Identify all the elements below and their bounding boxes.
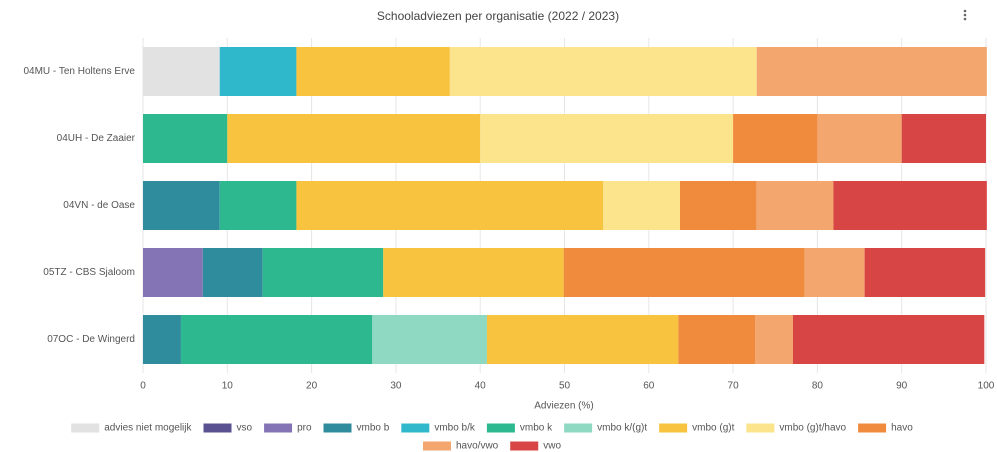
x-tick-label: 30 [390,381,402,392]
bar-segment [372,315,487,364]
bar-segment [678,315,756,364]
bar-segment [755,315,793,364]
bar-segment [143,181,220,230]
x-tick-label: 60 [643,381,655,392]
menu-dot[interactable] [963,17,967,21]
bar-segment [449,47,757,96]
bar-segment [733,114,818,163]
x-tick-label: 50 [559,381,571,392]
y-tick-label: 04UH - De Zaaier [57,133,136,144]
bar-segment [143,114,228,163]
bar-segment [804,248,865,297]
legend-label: havo [891,423,913,434]
bar-segment [143,315,181,364]
bar-segment [143,248,203,297]
bar-segment [792,315,985,364]
legend-swatch [746,423,775,433]
menu-dot[interactable] [963,13,967,17]
bar-segment [143,47,220,96]
bar-segment [833,181,987,230]
x-tick-label: 10 [222,381,234,392]
legend-swatch [203,423,232,433]
legend-item: vmbo b [323,423,390,434]
bar-segment [219,181,297,230]
menu-icon[interactable] [963,9,967,21]
legend-item: vso [203,423,253,434]
legend-label: vwo [543,441,561,452]
x-axis-title: Adviezen (%) [534,401,593,412]
x-tick-label: 40 [475,381,487,392]
bar-segment [296,181,604,230]
legend-item: vmbo b/k [401,423,476,434]
legend-label: vmbo (g)t/havo [779,423,846,434]
legend-item: vmbo (g)t/havo [746,423,847,434]
y-tick-label: 04MU - Ten Holtens Erve [23,66,135,77]
bar-segment [679,181,757,230]
legend-swatch [564,423,593,433]
y-tick-label: 04VN - de Oase [63,200,135,211]
legend-label: advies niet mogelijk [104,423,192,434]
legend-item: vmbo k [486,423,553,434]
legend-label: vmbo k [520,423,553,434]
legend-swatch [264,423,293,433]
bar-segment [486,315,679,364]
bar-segment [180,315,373,364]
x-tick-label: 0 [140,381,146,392]
bar-segment [227,114,481,163]
legend-swatch [510,441,539,451]
legend-item: advies niet mogelijk [71,423,193,434]
legend-item: vwo [510,441,561,452]
bar-segment [296,47,450,96]
x-tick-label: 80 [812,381,824,392]
legend-item: vmbo k/(g)t [564,423,647,434]
x-tick-label: 100 [978,381,995,392]
bar-segment [864,248,986,297]
legend-item: havo [858,423,913,434]
legend-item: pro [264,423,312,434]
legend-swatch [486,423,515,433]
legend-label: vmbo b/k [434,423,476,434]
legend-swatch [71,423,100,433]
legend-swatch [858,423,887,433]
bar-segment [901,114,986,163]
legend-label: vmbo k/(g)t [597,423,647,434]
legend-swatch [659,423,688,433]
bar-segment [603,181,680,230]
y-tick-label: 05TZ - CBS Sjaloom [43,267,135,278]
bar-segment [480,114,734,163]
bar-segment [817,114,902,163]
legend-swatch [401,423,430,433]
legend-label: vso [237,423,253,434]
bar-segment [563,248,805,297]
legend-item: havo/vwo [422,441,499,452]
legend-item: vmbo (g)t [659,423,735,434]
chart-title: Schooladviezen per organisatie (2022 / 2… [377,9,619,23]
bar-segment [756,47,987,96]
bar-segment [756,181,834,230]
legend-label: vmbo b [357,423,390,434]
x-tick-label: 70 [728,381,740,392]
legend-swatch [323,423,352,433]
bar-segment [262,248,384,297]
bar-segment [219,47,297,96]
bar-segment [202,248,263,297]
x-tick-label: 90 [896,381,908,392]
menu-dot[interactable] [963,9,967,13]
legend-label: havo/vwo [456,441,499,452]
legend-label: vmbo (g)t [692,423,734,434]
legend-swatch [422,441,451,451]
bar-segment [383,248,564,297]
legend-label: pro [297,423,312,434]
y-tick-label: 07OC - De Wingerd [47,334,135,345]
x-tick-label: 20 [306,381,318,392]
